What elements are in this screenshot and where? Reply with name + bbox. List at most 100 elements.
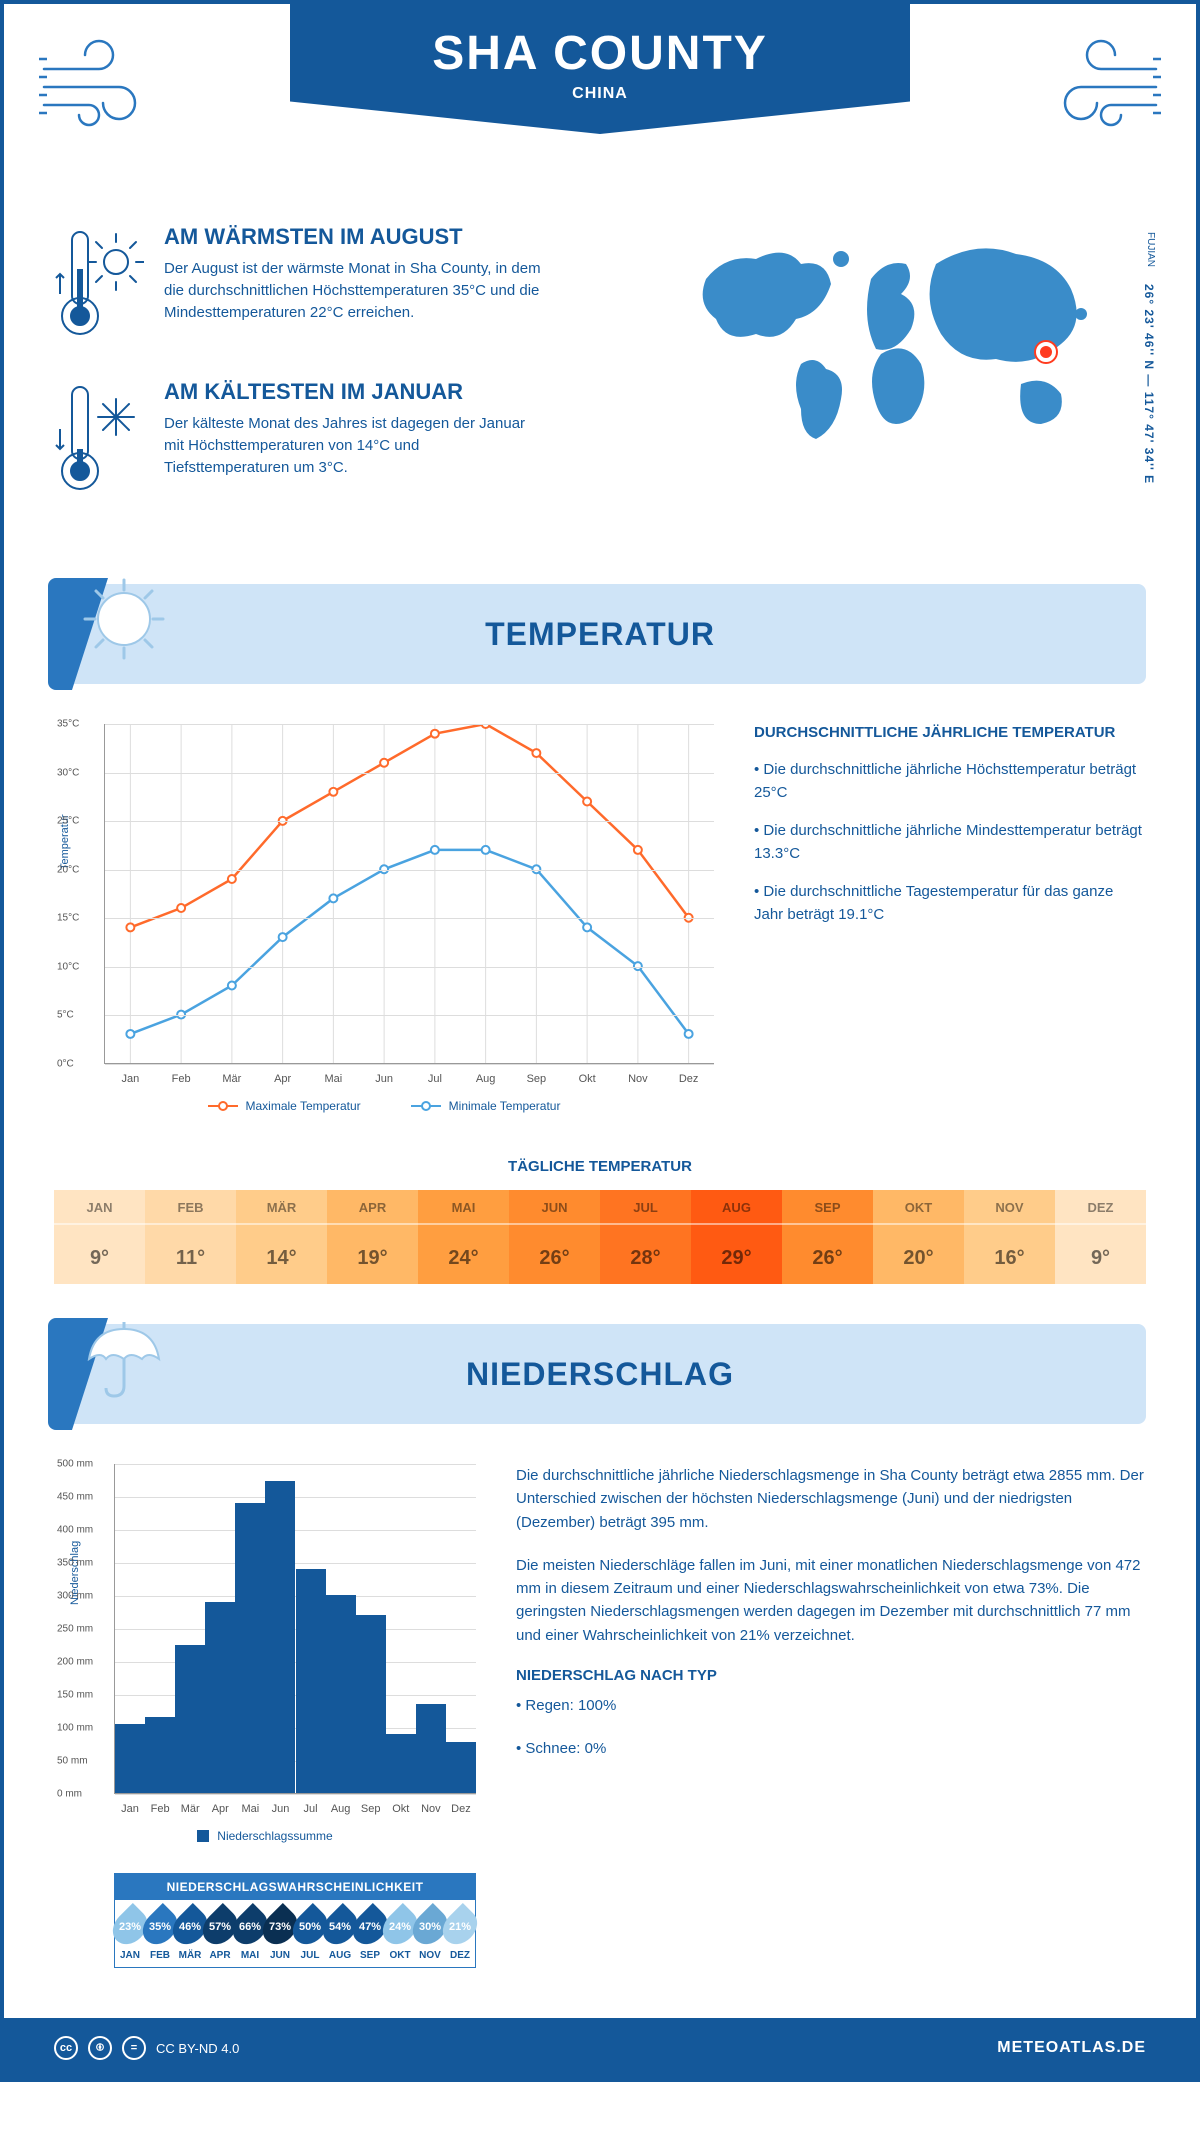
grid-line	[105, 821, 714, 822]
precip-bar	[296, 1569, 326, 1793]
umbrella-icon	[79, 1314, 169, 1409]
probability-cell: 47%SEP	[355, 1900, 385, 1967]
prob-month: AUG	[325, 1950, 355, 1961]
probability-box: NIEDERSCHLAGSWAHRSCHEINLICHKEIT 23%JAN35…	[114, 1873, 476, 1968]
precip-bar	[205, 1602, 235, 1793]
precip-bar	[356, 1615, 386, 1793]
heat-month: JUL	[600, 1200, 691, 1225]
y-tick-label: 50 mm	[57, 1756, 88, 1767]
temperature-facts: DURCHSCHNITTLICHE JÄHRLICHE TEMPERATUR •…	[754, 724, 1146, 1113]
heat-cell: APR19°	[327, 1190, 418, 1284]
y-tick-label: 450 mm	[57, 1492, 93, 1503]
warmest-block: AM WÄRMSTEN IM AUGUST Der August ist der…	[54, 224, 646, 349]
grid-line	[105, 918, 714, 919]
x-tick-label: Aug	[331, 1803, 351, 1815]
heat-cell: MÄR14°	[236, 1190, 327, 1284]
x-tick-label: Okt	[579, 1073, 596, 1085]
y-tick-label: 20°C	[57, 864, 79, 875]
y-tick-label: 0°C	[57, 1059, 74, 1070]
heat-month: AUG	[691, 1200, 782, 1225]
thermometer-cold-icon	[54, 379, 144, 504]
grid-line	[115, 1497, 476, 1498]
y-tick-label: 100 mm	[57, 1723, 93, 1734]
y-tick-label: 35°C	[57, 719, 79, 730]
region-label: FUJIAN	[1145, 232, 1156, 267]
x-tick-label: Jul	[428, 1073, 442, 1085]
probability-title: NIEDERSCHLAGSWAHRSCHEINLICHKEIT	[115, 1874, 475, 1900]
heat-value: 14°	[236, 1247, 327, 1270]
heat-month: DEZ	[1055, 1200, 1146, 1225]
heat-value: 19°	[327, 1247, 418, 1270]
temperature-title: TEMPERATUR	[485, 616, 715, 653]
precipitation-section-banner: NIEDERSCHLAG	[54, 1324, 1146, 1424]
heat-cell: JUN26°	[509, 1190, 600, 1284]
x-tick-label: Okt	[392, 1803, 409, 1815]
precip-para-1: Die durchschnittliche jährliche Niedersc…	[516, 1464, 1146, 1534]
daily-temp-heatmap: JAN9°FEB11°MÄR14°APR19°MAI24°JUN26°JUL28…	[54, 1190, 1146, 1284]
map-pin-icon	[1036, 342, 1056, 362]
precip-bar	[115, 1724, 145, 1793]
prob-month: NOV	[415, 1950, 445, 1961]
x-tick-label: Apr	[212, 1803, 229, 1815]
grid-line	[105, 967, 714, 968]
x-tick-label: Jan	[122, 1073, 140, 1085]
grid-line	[115, 1464, 476, 1465]
x-tick-label: Feb	[172, 1073, 191, 1085]
heat-cell: NOV16°	[964, 1190, 1055, 1284]
x-tick-label: Dez	[679, 1073, 699, 1085]
heat-month: OKT	[873, 1200, 964, 1225]
heat-cell: AUG29°	[691, 1190, 782, 1284]
grid-line	[105, 724, 714, 725]
prob-month: OKT	[385, 1950, 415, 1961]
heat-cell: OKT20°	[873, 1190, 964, 1284]
temperature-section-banner: TEMPERATUR	[54, 584, 1146, 684]
grid-line	[105, 870, 714, 871]
warmest-text: Der August ist der wärmste Monat in Sha …	[164, 258, 544, 323]
precip-bar	[265, 1481, 295, 1793]
probability-cell: 24%OKT	[385, 1900, 415, 1967]
heat-month: MAI	[418, 1200, 509, 1225]
precip-bar	[145, 1717, 175, 1793]
x-tick-label: Jul	[304, 1803, 318, 1815]
license: cc 🅯 = CC BY-ND 4.0	[54, 2036, 239, 2060]
probability-cell: 35%FEB	[145, 1900, 175, 1967]
heat-cell: DEZ 9°	[1055, 1190, 1146, 1284]
x-tick-label: Mai	[242, 1803, 260, 1815]
x-tick-label: Nov	[628, 1073, 648, 1085]
precip-bar	[446, 1742, 476, 1793]
world-map: FUJIAN 26° 23' 46'' N — 117° 47' 34'' E	[686, 224, 1146, 534]
wind-icon	[34, 29, 174, 144]
probability-cell: 21%DEZ	[445, 1900, 475, 1967]
grid-line	[105, 1064, 714, 1065]
probability-cell: 54%AUG	[325, 1900, 355, 1967]
y-tick-label: 5°C	[57, 1010, 74, 1021]
y-tick-label: 500 mm	[57, 1459, 93, 1470]
coordinates: 26° 23' 46'' N — 117° 47' 34'' E	[1142, 284, 1156, 484]
x-tick-label: Jan	[121, 1803, 139, 1815]
by-icon: 🅯	[88, 2036, 112, 2060]
prob-month: SEP	[355, 1950, 385, 1961]
daily-temp-title: TÄGLICHE TEMPERATUR	[4, 1158, 1196, 1175]
x-tick-label: Nov	[421, 1803, 441, 1815]
y-tick-label: 30°C	[57, 767, 79, 778]
heat-value: 26°	[782, 1247, 873, 1270]
y-tick-label: 150 mm	[57, 1690, 93, 1701]
prob-month: JUL	[295, 1950, 325, 1961]
temp-fact-3: • Die durchschnittliche Tagestemperatur …	[754, 881, 1146, 926]
precipitation-section: Niederschlag 0 mm50 mm100 mm150 mm200 mm…	[4, 1424, 1196, 1988]
y-tick-label: 200 mm	[57, 1657, 93, 1668]
x-tick-label: Mär	[181, 1803, 200, 1815]
precip-para-2: Die meisten Niederschläge fallen im Juni…	[516, 1554, 1146, 1647]
probability-cell: 73%JUN	[265, 1900, 295, 1967]
precipitation-chart: Niederschlag 0 mm50 mm100 mm150 mm200 mm…	[54, 1464, 476, 1968]
heat-value: 9°	[1055, 1247, 1146, 1270]
heat-month: JAN	[54, 1200, 145, 1225]
precip-type-heading: NIEDERSCHLAG NACH TYP	[516, 1667, 1146, 1684]
precip-bar	[326, 1595, 356, 1793]
x-tick-label: Jun	[375, 1073, 393, 1085]
grid-line	[115, 1794, 476, 1795]
x-tick-label: Apr	[274, 1073, 291, 1085]
prob-month: JAN	[115, 1950, 145, 1961]
precip-legend-label: Niederschlagssumme	[217, 1829, 332, 1843]
grid-line	[105, 773, 714, 774]
